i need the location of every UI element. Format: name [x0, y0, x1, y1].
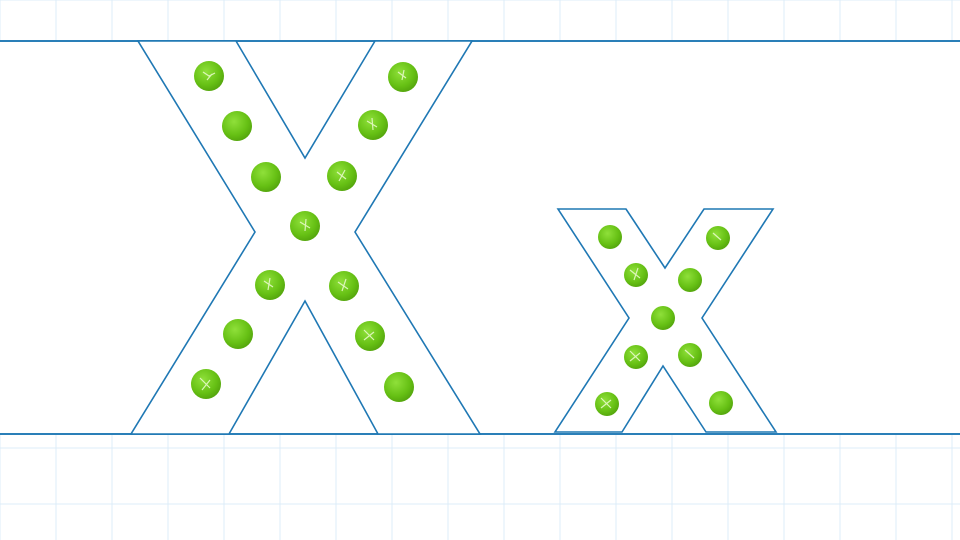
tracing-dot[interactable] — [678, 268, 702, 292]
tracing-dot[interactable] — [709, 391, 733, 415]
tracing-dot[interactable] — [384, 372, 414, 402]
tracing-dot[interactable] — [651, 306, 675, 330]
tracing-dot[interactable] — [222, 111, 252, 141]
lowercase-x-dots — [595, 225, 733, 416]
tracing-dot[interactable] — [598, 225, 622, 249]
writing-band — [0, 41, 960, 434]
tracing-dot[interactable] — [223, 319, 253, 349]
tracing-dot[interactable] — [251, 162, 281, 192]
dot-sparkles — [199, 69, 722, 409]
